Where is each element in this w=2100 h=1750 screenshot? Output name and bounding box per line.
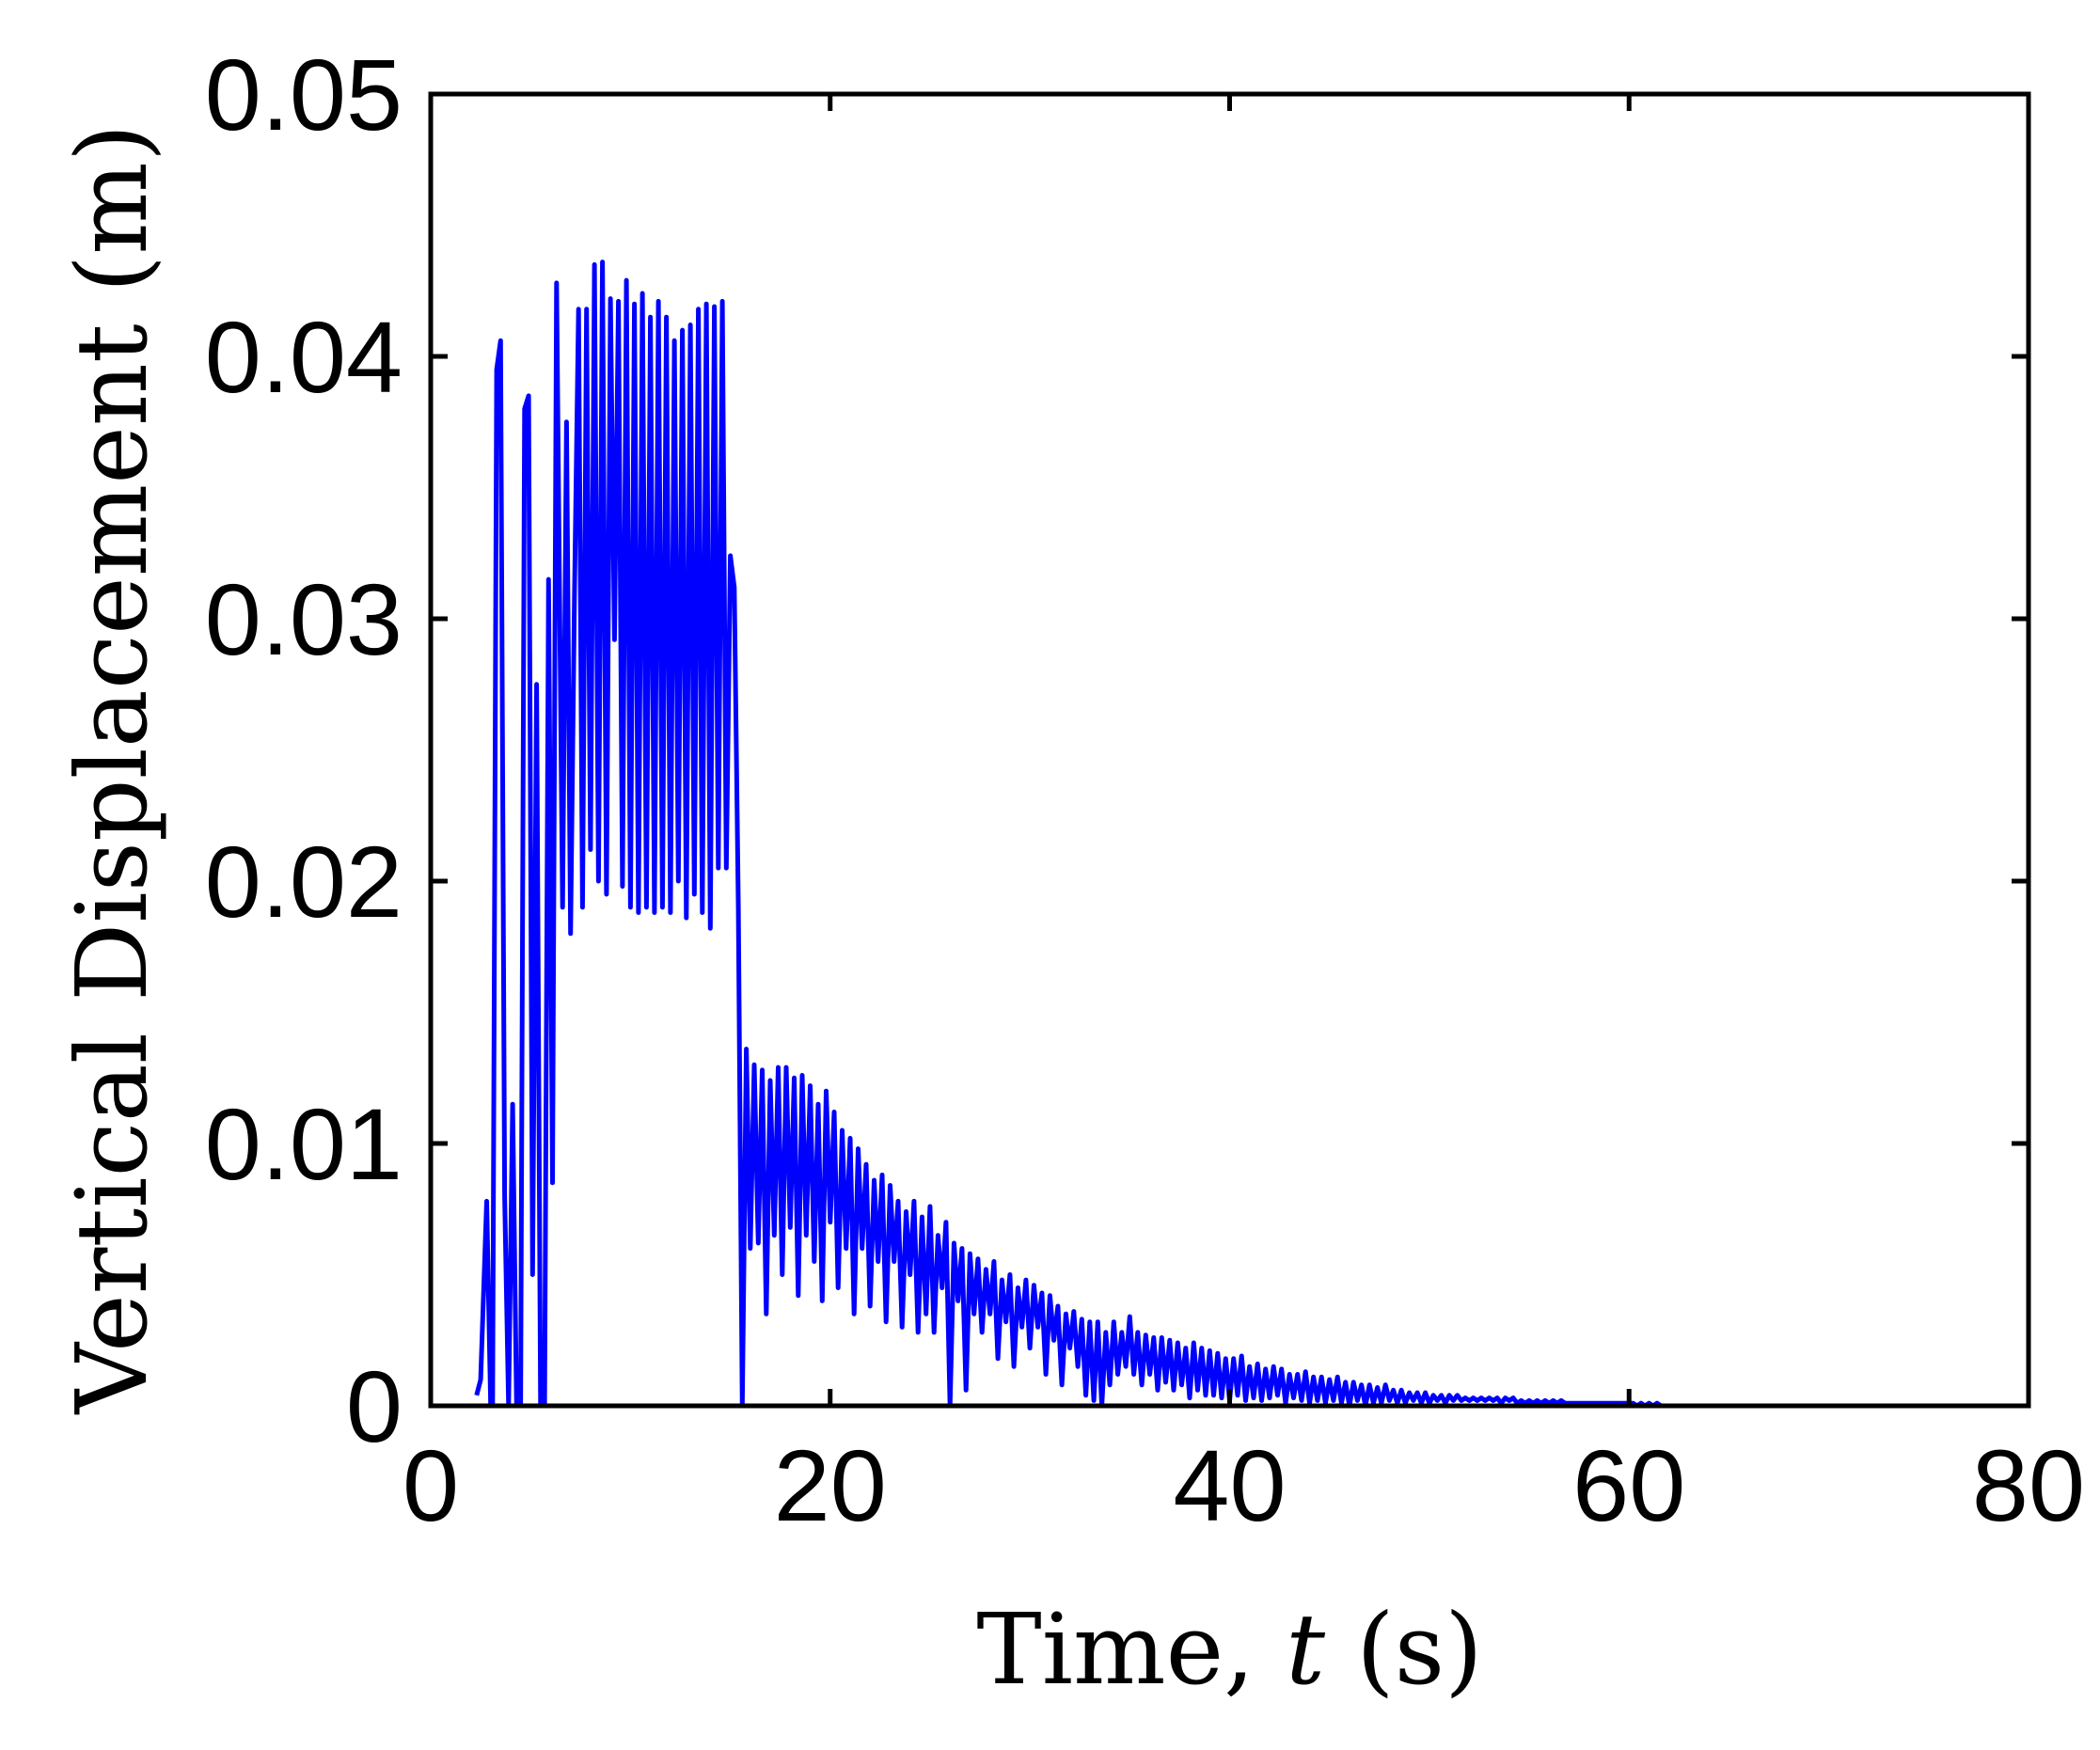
y-tick-label-0: 0 — [346, 1349, 403, 1463]
x-axis-title-unit: (s) — [1325, 1592, 1483, 1707]
x-tick-label-2: 40 — [1173, 1428, 1286, 1542]
y-tick-label-1: 0.01 — [205, 1087, 403, 1201]
y-tick-label-3: 0.03 — [205, 562, 403, 676]
tick-labels: 0 20 40 60 80 0 0.01 0.02 0.03 0.04 0.05 — [205, 38, 2085, 1542]
y-tick-label-5: 0.05 — [205, 38, 403, 151]
x-axis-title: Time, t (s) — [976, 1592, 1482, 1707]
series-line-0 — [474, 260, 1673, 1409]
y-tick-label-2: 0.02 — [205, 825, 403, 938]
x-tick-label-0: 0 — [403, 1428, 459, 1542]
x-tick-label-4: 80 — [1972, 1428, 2085, 1542]
x-axis-title-text: Time, — [976, 1592, 1286, 1707]
x-tick-label-3: 60 — [1572, 1428, 1685, 1542]
x-axis-title-variable: t — [1286, 1592, 1325, 1707]
y-tick-label-4: 0.04 — [205, 300, 403, 414]
plot-area — [474, 260, 1673, 1409]
axes-frame — [428, 91, 2031, 1409]
x-tick-label-1: 20 — [774, 1428, 887, 1542]
y-axis-title: Vertical Displacement (m) — [55, 124, 169, 1416]
